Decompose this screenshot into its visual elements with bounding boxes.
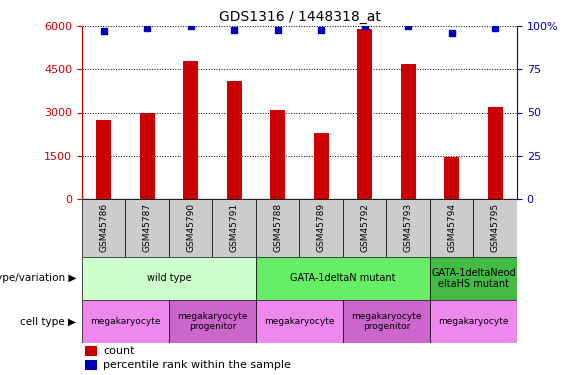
Text: GSM45790: GSM45790 (186, 203, 195, 252)
Bar (386, 199, 430, 257)
Bar (85, 346, 97, 356)
Text: megakaryocyte: megakaryocyte (90, 317, 160, 326)
Bar (256, 257, 430, 300)
Point (99, 28, 108, 34)
Bar (256, 199, 299, 257)
Text: cell type ▶: cell type ▶ (20, 316, 76, 327)
Bar (343, 199, 386, 257)
Bar (227, 81, 242, 199)
Bar (82, 199, 125, 257)
Bar (314, 133, 329, 199)
Point (360, 23, 370, 29)
Bar (430, 199, 473, 257)
Text: megakaryocyte
progenitor: megakaryocyte progenitor (177, 312, 247, 331)
Bar (125, 199, 169, 257)
Point (142, 25, 151, 31)
Text: GSM45791: GSM45791 (230, 203, 238, 252)
Bar (256, 300, 343, 343)
Title: GDS1316 / 1448318_at: GDS1316 / 1448318_at (219, 10, 380, 24)
Text: GSM45788: GSM45788 (273, 203, 282, 252)
Text: megakaryocyte: megakaryocyte (264, 317, 334, 326)
Bar (82, 257, 256, 300)
Bar (169, 300, 256, 343)
Bar (299, 199, 343, 257)
Point (403, 23, 412, 29)
Text: megakaryocyte: megakaryocyte (438, 317, 508, 326)
Point (316, 27, 325, 33)
Bar (270, 110, 285, 199)
Text: megakaryocyte
progenitor: megakaryocyte progenitor (351, 312, 421, 331)
Point (273, 27, 282, 33)
Text: GSM45786: GSM45786 (99, 203, 108, 252)
Bar (140, 112, 155, 199)
Bar (444, 157, 459, 199)
Point (186, 23, 195, 29)
Text: GSM45794: GSM45794 (447, 203, 456, 252)
Text: percentile rank within the sample: percentile rank within the sample (103, 360, 291, 370)
Bar (183, 61, 198, 199)
Bar (169, 199, 212, 257)
Bar (401, 64, 416, 199)
Text: GATA-1deltaNeod
eltaHS mutant: GATA-1deltaNeod eltaHS mutant (431, 268, 516, 289)
Bar (212, 199, 256, 257)
Bar (357, 29, 372, 199)
Bar (430, 257, 517, 300)
Point (490, 25, 500, 31)
Bar (430, 300, 517, 343)
Text: GSM45793: GSM45793 (404, 203, 412, 252)
Text: GATA-1deltaN mutant: GATA-1deltaN mutant (290, 273, 396, 284)
Point (229, 27, 238, 33)
Text: count: count (103, 346, 134, 356)
Text: GSM45795: GSM45795 (491, 203, 499, 252)
Text: wild type: wild type (147, 273, 191, 284)
Bar (85, 360, 97, 370)
Bar (488, 107, 503, 199)
Bar (343, 300, 430, 343)
Bar (473, 199, 517, 257)
Bar (96, 120, 111, 199)
Text: GSM45789: GSM45789 (317, 203, 325, 252)
Point (447, 30, 457, 36)
Bar (82, 300, 169, 343)
Text: GSM45792: GSM45792 (360, 203, 369, 252)
Text: GSM45787: GSM45787 (143, 203, 151, 252)
Text: genotype/variation ▶: genotype/variation ▶ (0, 273, 76, 284)
